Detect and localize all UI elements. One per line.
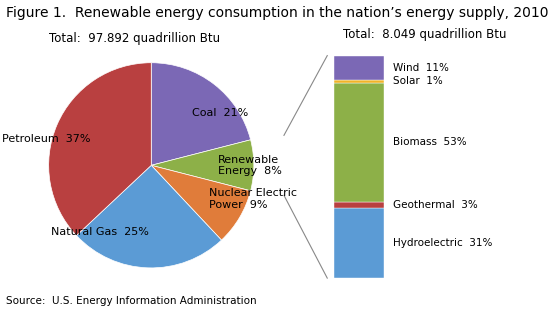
Text: Total:  97.892 quadrillion Btu: Total: 97.892 quadrillion Btu bbox=[49, 32, 221, 45]
Text: Hydroelectric  31%: Hydroelectric 31% bbox=[393, 238, 493, 248]
Text: Biomass  53%: Biomass 53% bbox=[393, 137, 467, 147]
Wedge shape bbox=[76, 165, 222, 268]
Text: Solar  1%: Solar 1% bbox=[393, 76, 443, 87]
Bar bbox=[333, 202, 384, 209]
Wedge shape bbox=[48, 63, 151, 235]
Wedge shape bbox=[151, 63, 251, 165]
Text: Total:  8.049 quadrillion Btu: Total: 8.049 quadrillion Btu bbox=[343, 28, 507, 41]
Text: Wind  11%: Wind 11% bbox=[393, 63, 449, 73]
Text: Geothermal  3%: Geothermal 3% bbox=[393, 200, 478, 210]
Bar bbox=[333, 80, 384, 83]
Text: Natural Gas  25%: Natural Gas 25% bbox=[51, 227, 149, 237]
Bar bbox=[333, 56, 384, 80]
Wedge shape bbox=[151, 140, 254, 191]
Bar bbox=[333, 209, 384, 278]
Text: Figure 1.  Renewable energy consumption in the nation’s energy supply, 2010: Figure 1. Renewable energy consumption i… bbox=[6, 6, 548, 20]
Text: Renewable
Energy  8%: Renewable Energy 8% bbox=[218, 154, 282, 176]
Text: Petroleum  37%: Petroleum 37% bbox=[2, 134, 90, 144]
Bar bbox=[333, 83, 384, 202]
Text: Source:  U.S. Energy Information Administration: Source: U.S. Energy Information Administ… bbox=[6, 296, 256, 306]
Wedge shape bbox=[151, 165, 251, 240]
Text: Coal  21%: Coal 21% bbox=[192, 108, 249, 118]
Text: Nuclear Electric
Power  9%: Nuclear Electric Power 9% bbox=[208, 188, 296, 210]
